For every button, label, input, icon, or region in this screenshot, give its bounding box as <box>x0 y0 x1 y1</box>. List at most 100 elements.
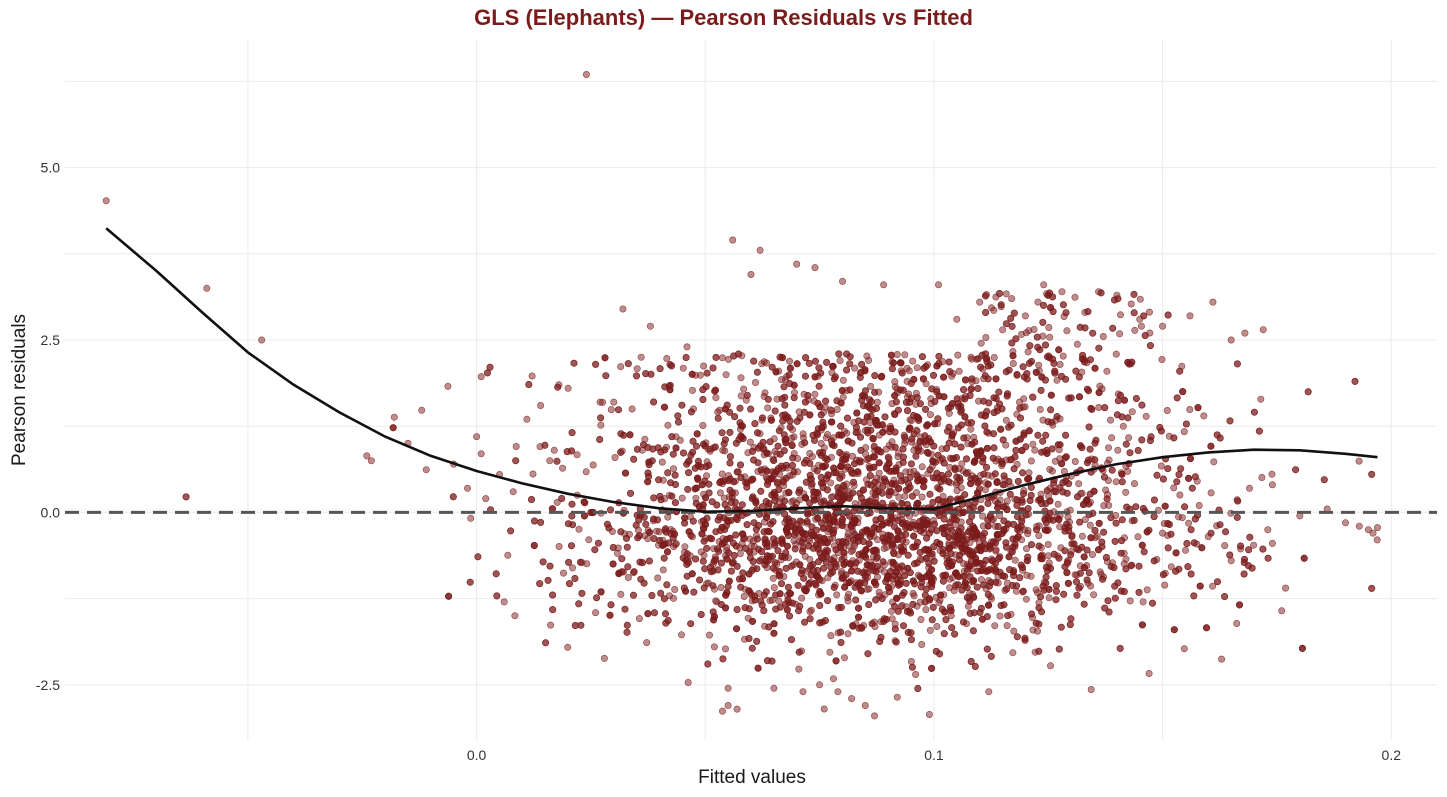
data-point <box>893 594 901 602</box>
data-point <box>762 359 770 367</box>
data-point <box>959 508 967 516</box>
data-point <box>733 625 741 633</box>
data-point <box>602 372 610 380</box>
data-point <box>948 430 956 438</box>
data-point <box>847 547 855 555</box>
data-point <box>994 522 1002 530</box>
data-point <box>1034 627 1042 635</box>
data-point <box>597 421 605 429</box>
data-point <box>929 474 937 482</box>
data-point <box>1104 597 1112 605</box>
data-point <box>564 643 572 651</box>
data-point <box>1016 414 1024 422</box>
data-point <box>920 364 928 372</box>
data-point <box>537 518 545 526</box>
data-point <box>593 594 601 602</box>
data-point <box>951 464 959 472</box>
data-point <box>1164 311 1172 319</box>
data-point <box>1132 503 1140 511</box>
data-point <box>727 567 735 575</box>
data-point <box>681 514 689 522</box>
data-point <box>1118 537 1126 545</box>
data-point <box>1028 541 1036 549</box>
data-point <box>955 474 963 482</box>
data-point <box>600 654 608 662</box>
data-point <box>798 566 806 574</box>
data-point <box>845 494 853 502</box>
data-point <box>567 542 575 550</box>
data-point <box>878 594 886 602</box>
data-point <box>1023 571 1031 579</box>
data-point <box>1264 554 1272 562</box>
data-point <box>763 449 771 457</box>
data-point <box>926 466 934 474</box>
data-point <box>787 636 795 644</box>
data-point <box>802 354 810 362</box>
data-point <box>1022 545 1030 553</box>
data-point <box>563 448 571 456</box>
data-point <box>981 372 989 380</box>
data-point <box>745 634 753 642</box>
data-point <box>884 536 892 544</box>
data-point <box>739 569 747 577</box>
data-point <box>909 543 917 551</box>
data-point <box>1010 465 1018 473</box>
data-point <box>876 637 884 645</box>
data-point <box>718 470 726 478</box>
data-point <box>601 354 609 362</box>
points-layer <box>102 71 1382 720</box>
data-point <box>1002 539 1010 547</box>
data-point <box>746 535 754 543</box>
data-point <box>909 600 917 608</box>
data-point <box>1059 488 1067 496</box>
data-point <box>1196 582 1204 590</box>
data-point <box>685 469 693 477</box>
data-point <box>916 548 924 556</box>
data-point <box>718 540 726 548</box>
data-point <box>910 375 918 383</box>
data-point <box>906 483 914 491</box>
data-point <box>987 652 995 660</box>
data-point <box>1248 564 1256 572</box>
data-point <box>743 391 751 399</box>
data-point <box>983 428 991 436</box>
data-point <box>855 417 863 425</box>
data-point <box>857 446 865 454</box>
data-point <box>1124 414 1132 422</box>
data-point <box>654 574 662 582</box>
data-point <box>1076 569 1084 577</box>
data-point <box>1121 396 1129 404</box>
data-point <box>1179 388 1187 396</box>
data-point <box>1023 370 1031 378</box>
data-point <box>1091 456 1099 464</box>
data-point <box>712 353 720 361</box>
data-point <box>901 476 909 484</box>
data-point <box>721 500 729 508</box>
data-point <box>726 534 734 542</box>
data-point <box>977 339 985 347</box>
data-point <box>763 657 771 665</box>
data-point <box>679 449 687 457</box>
data-point <box>921 591 929 599</box>
data-point <box>914 413 922 421</box>
data-point <box>632 372 640 380</box>
data-point <box>1026 342 1034 350</box>
data-point <box>863 585 871 593</box>
data-point <box>1141 331 1149 339</box>
data-point <box>737 583 745 591</box>
data-point <box>967 425 975 433</box>
data-point <box>1042 573 1050 581</box>
data-point <box>1100 528 1108 536</box>
data-point <box>933 362 941 370</box>
data-point <box>1011 453 1019 461</box>
data-point <box>982 308 990 316</box>
data-point <box>1068 540 1076 548</box>
data-point <box>981 422 989 430</box>
data-point <box>1035 542 1043 550</box>
data-point <box>900 589 908 597</box>
data-point <box>1045 585 1053 593</box>
data-point <box>908 492 916 500</box>
data-point <box>1135 562 1143 570</box>
data-point <box>1237 542 1245 550</box>
data-point <box>999 436 1007 444</box>
